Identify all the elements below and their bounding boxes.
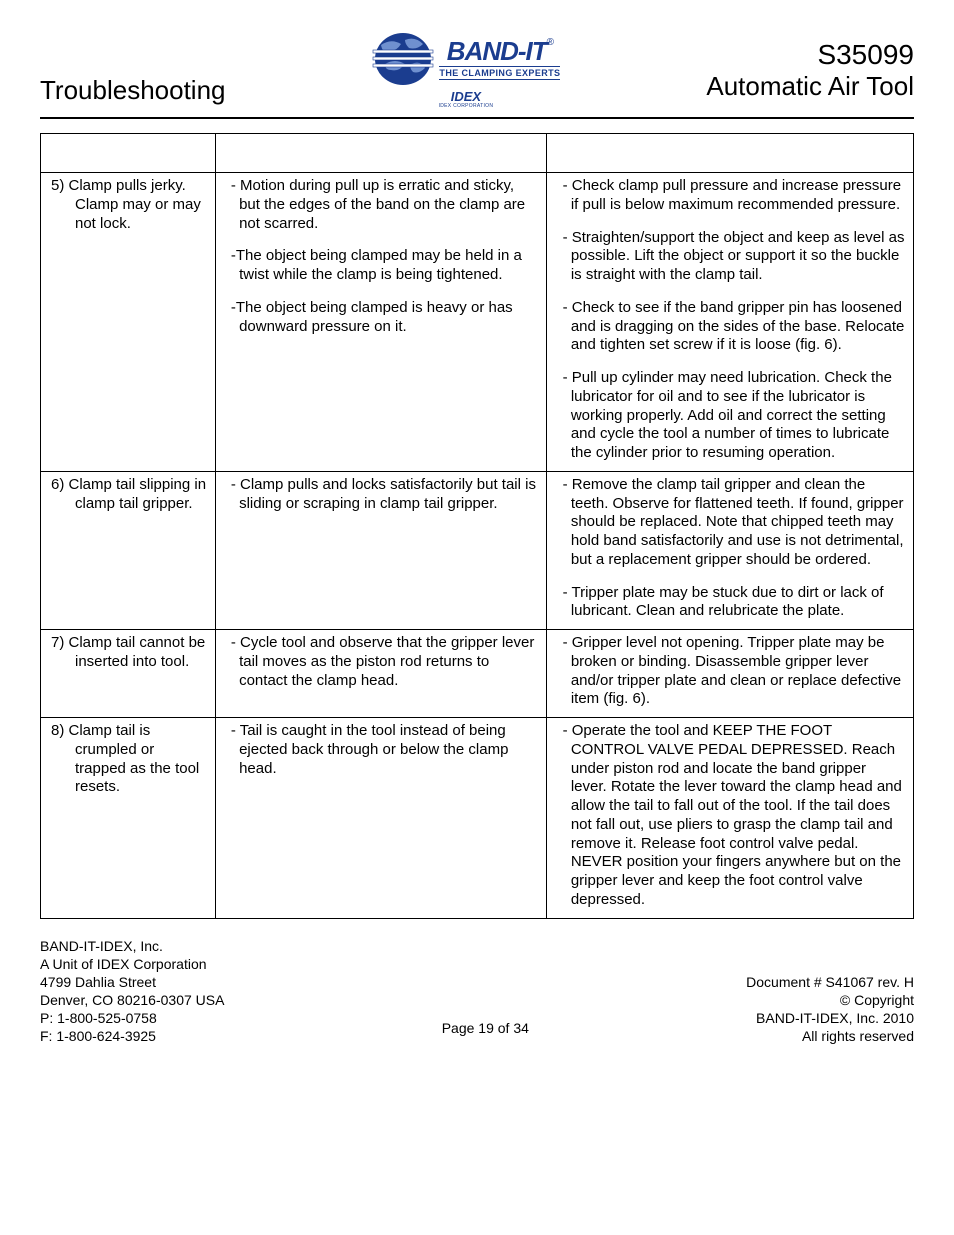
doc-id-block: S35099 Automatic Air Tool <box>706 39 914 102</box>
footer-line: BAND-IT-IDEX, Inc. 2010 <box>746 1009 914 1027</box>
footer-line: Denver, CO 80216-0307 USA <box>40 991 224 1009</box>
footer-line: P: 1-800-525-0758 <box>40 1009 224 1027</box>
product-code: S35099 <box>706 39 914 71</box>
logo-block: BAND-IT® THE CLAMPING EXPERTS IDEX IDEX … <box>371 30 560 111</box>
page-footer: BAND-IT-IDEX, Inc.A Unit of IDEX Corpora… <box>40 937 914 1046</box>
cause-text: -The object being clamped may be held in… <box>226 247 539 285</box>
problem-text: 8) Clamp tail is crumpled or trapped as … <box>51 722 207 797</box>
footer-line: Document # S41067 rev. H <box>746 973 914 991</box>
page-header: Troubleshooting BAND-I <box>40 30 914 119</box>
table-row: 8) Clamp tail is crumpled or trapped as … <box>41 718 914 919</box>
footer-line: All rights reserved <box>746 1027 914 1045</box>
idex-logo: IDEX IDEX CORPORATION <box>371 90 560 109</box>
section-title: Troubleshooting <box>40 35 226 106</box>
footer-line: F: 1-800-624-3925 <box>40 1027 224 1045</box>
footer-line: 4799 Dahlia Street <box>40 973 224 991</box>
cause-text: - Cycle tool and observe that the grippe… <box>226 634 539 690</box>
company-address: BAND-IT-IDEX, Inc.A Unit of IDEX Corpora… <box>40 937 224 1046</box>
remedy-text: - Tripper plate may be stuck due to dirt… <box>557 584 905 622</box>
remedy-text: - Gripper level not opening. Tripper pla… <box>557 634 905 709</box>
remedy-text: - Operate the tool and KEEP THE FOOT CON… <box>557 722 905 910</box>
table-row: 5) Clamp pulls jerky. Clamp may or may n… <box>41 173 914 472</box>
remedy-text: - Check clamp pull pressure and increase… <box>557 177 905 215</box>
page-number: Page 19 of 34 <box>224 1020 746 1046</box>
brand-name: BAND-IT® <box>439 38 560 64</box>
troubleshooting-table: 5) Clamp pulls jerky. Clamp may or may n… <box>40 133 914 919</box>
problem-text: 7) Clamp tail cannot be inserted into to… <box>51 634 207 672</box>
remedy-text: - Check to see if the band gripper pin h… <box>557 299 905 355</box>
table-row: 7) Clamp tail cannot be inserted into to… <box>41 630 914 718</box>
remedy-text: - Remove the clamp tail gripper and clea… <box>557 476 905 570</box>
brand-tagline: THE CLAMPING EXPERTS <box>439 66 560 80</box>
document-meta: Document # S41067 rev. H© CopyrightBAND-… <box>746 973 914 1046</box>
table-row: 6) Clamp tail slipping in clamp tail gri… <box>41 471 914 629</box>
cause-text: - Tail is caught in the tool instead of … <box>226 722 539 778</box>
footer-line: © Copyright <box>746 991 914 1009</box>
globe-icon <box>371 30 435 88</box>
cause-text: - Motion during pull up is erratic and s… <box>226 177 539 233</box>
footer-line: BAND-IT-IDEX, Inc. <box>40 937 224 955</box>
problem-text: 6) Clamp tail slipping in clamp tail gri… <box>51 476 207 514</box>
cause-text: -The object being clamped is heavy or ha… <box>226 299 539 337</box>
remedy-text: - Straighten/support the object and keep… <box>557 229 905 285</box>
product-title: Automatic Air Tool <box>706 71 914 102</box>
footer-line: A Unit of IDEX Corporation <box>40 955 224 973</box>
problem-text: 5) Clamp pulls jerky. Clamp may or may n… <box>51 177 207 233</box>
remedy-text: - Pull up cylinder may need lubrication.… <box>557 369 905 463</box>
cause-text: - Clamp pulls and locks satisfactorily b… <box>226 476 539 514</box>
